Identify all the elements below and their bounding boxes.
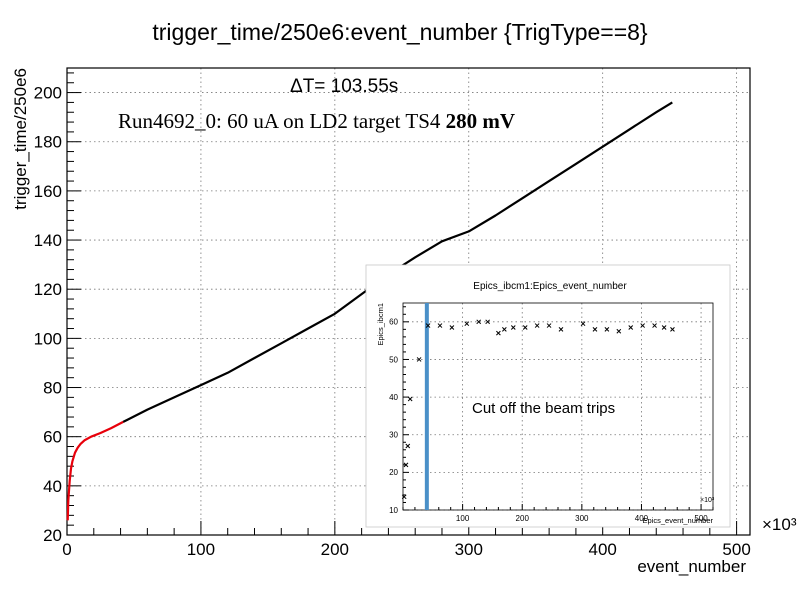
main-y-tick-label: 80 (43, 378, 62, 397)
main-y-tick-label: 40 (43, 477, 62, 496)
inset-point-stroke (580, 321, 586, 327)
inset-y-tick-label: 10 (389, 506, 398, 515)
main-y-tick-label: 100 (34, 329, 62, 348)
main-y-tick-label: 120 (34, 280, 62, 299)
inset-point-stroke (558, 326, 564, 332)
inset-y-tick-label: 20 (389, 468, 398, 477)
inset-x-multiplier-label: ×10³ (700, 497, 715, 504)
inset-point-stroke (485, 319, 491, 325)
y-axis-label: trigger_time/250e6 (11, 68, 30, 210)
run-annotation: Run4692_0: 60 uA on LD2 target TS4 280 m… (118, 109, 515, 134)
inset-x-tick-label: 300 (575, 514, 589, 523)
run-annotation-text: Run4692_0: 60 uA on LD2 target TS4 (118, 109, 446, 133)
main-frame (66, 67, 751, 536)
inset-data-point (522, 325, 528, 330)
inset-data-point (604, 326, 610, 332)
inset-y-axis-label: Epics_ibcm1 (376, 303, 385, 346)
inset-data-point (407, 396, 413, 402)
main-y-tick-label: 160 (34, 182, 62, 201)
inset-point-stroke (522, 325, 528, 330)
inset-data-point (425, 323, 431, 328)
inset-title: Epics_ibcm1:Epics_event_number (473, 281, 627, 292)
main-x-tick-label: 100 (187, 540, 215, 559)
main-x-tick-label: 0 (62, 540, 71, 559)
inset-point-stroke (640, 323, 646, 328)
inset-point-stroke (546, 323, 552, 328)
inset-data-point (485, 319, 491, 325)
inset-point-stroke (592, 326, 598, 332)
main-y-tick-label: 20 (43, 526, 62, 545)
inset-frame (402, 302, 714, 511)
main-x-tick-label: 300 (455, 540, 483, 559)
inset-x-tick-label: 500 (694, 514, 708, 523)
inset-data-point (476, 319, 482, 325)
cut-annotation: Cut off the beam trips (472, 400, 616, 417)
inset-data-point (546, 323, 552, 328)
inset-data-point (652, 323, 657, 328)
run-annotation-voltage: 280 mV (445, 109, 516, 133)
inset-point-stroke (628, 325, 634, 330)
inset-data-point (534, 323, 540, 328)
inset-x-tick-label: 200 (516, 514, 530, 523)
inset-x-tick-label: 400 (635, 514, 649, 523)
inset-data-point (558, 326, 564, 332)
inset-data-point (628, 325, 634, 330)
inset-data-point (403, 462, 409, 468)
inset-point-stroke (652, 323, 657, 328)
chart-title: trigger_time/250e6:event_number {TrigTyp… (152, 19, 648, 45)
inset-data-point (670, 326, 675, 332)
x-axis-label: event_number (637, 557, 746, 576)
inset-data-point (416, 357, 422, 362)
inset-data-point (616, 328, 622, 334)
inset-point-stroke (403, 462, 409, 468)
inset-y-tick-label: 40 (389, 393, 398, 402)
inset-data-point (405, 443, 411, 449)
inset-y-tick-label: 60 (389, 318, 398, 327)
main-x-tick-label: 500 (722, 540, 750, 559)
inset-data-point (661, 325, 667, 330)
delta-t-annotation: ΔT= 103.55s (290, 76, 399, 97)
main-y-tick-label: 180 (34, 133, 62, 152)
inset-point-stroke (496, 330, 501, 336)
main-x-tick-label: 200 (321, 540, 349, 559)
main-x-tick-label: 400 (588, 540, 616, 559)
inset-data-point (464, 321, 470, 327)
inset-data-point (501, 326, 507, 332)
inset-point-stroke (510, 325, 516, 330)
inset-data-point (580, 321, 586, 327)
inset-point-stroke (407, 396, 413, 402)
inset-point-stroke (416, 357, 422, 362)
inset-point-stroke (604, 326, 610, 332)
inset-point-stroke (661, 325, 667, 330)
inset-x-tick-label: 100 (456, 514, 470, 523)
inset-data-point (401, 494, 407, 500)
inset-point-stroke (425, 323, 431, 328)
inset-data-point (592, 326, 598, 332)
inset-point-stroke (501, 326, 507, 332)
inset-point-stroke (670, 326, 675, 332)
inset-data-point (449, 325, 455, 330)
inset-point-stroke (616, 328, 622, 334)
inset-y-tick-label: 30 (389, 431, 398, 440)
main-y-tick-label: 140 (34, 231, 62, 250)
inset-point-stroke (464, 321, 470, 327)
inset-point-stroke (405, 443, 411, 449)
series-line-0 (66, 420, 124, 521)
inset-point-stroke (437, 323, 443, 328)
main-y-tick-label: 60 (43, 428, 62, 447)
inset-x-axis-label: Epics_event_number (643, 516, 714, 525)
inset-point-stroke (534, 323, 540, 328)
inset-data-point (640, 323, 646, 328)
inset-point-stroke (401, 494, 407, 500)
main-y-tick-label: 200 (34, 84, 62, 103)
inset-data-point (496, 330, 501, 336)
inset-point-stroke (449, 325, 455, 330)
inset-data-point (437, 323, 443, 328)
inset-data-point (510, 325, 516, 330)
inset-y-tick-label: 50 (389, 355, 398, 364)
inset-point-stroke (476, 319, 482, 325)
x-multiplier-label: ×10³ (762, 515, 797, 534)
inset-plot-area (403, 303, 713, 510)
